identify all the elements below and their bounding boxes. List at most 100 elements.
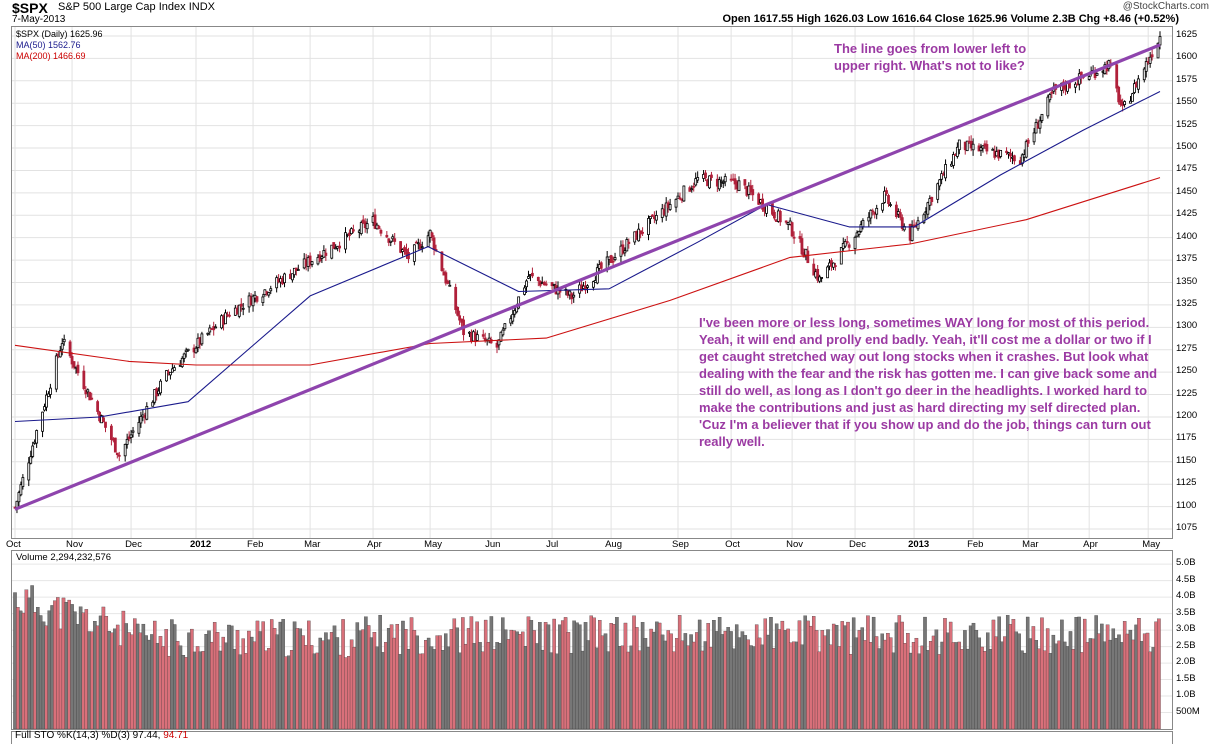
price-candle bbox=[475, 330, 479, 342]
price-candle bbox=[800, 233, 804, 256]
price-candle bbox=[269, 285, 273, 295]
date-tick-label: Feb bbox=[967, 539, 984, 550]
price-candle bbox=[668, 198, 672, 211]
price-tick-label: 1400 bbox=[1176, 230, 1198, 242]
annotation-bottom: I've been more or less long, sometimes W… bbox=[699, 315, 1158, 449]
price-candle bbox=[531, 267, 534, 279]
price-candle bbox=[373, 208, 377, 230]
price-candle bbox=[385, 231, 389, 239]
price-candle bbox=[324, 248, 328, 261]
price-candle bbox=[82, 365, 86, 391]
price-candle bbox=[344, 227, 347, 254]
price-tick-label: 1525 bbox=[1176, 118, 1198, 130]
price-candle bbox=[182, 352, 186, 363]
price-candle bbox=[552, 283, 556, 289]
price-candle bbox=[1026, 138, 1030, 147]
volume-chart-svg bbox=[12, 563, 1172, 729]
price-candle bbox=[194, 346, 198, 354]
price-candle bbox=[832, 262, 835, 271]
price-candle bbox=[637, 223, 641, 242]
price-candle bbox=[54, 353, 58, 393]
price-tick-label: 1250 bbox=[1176, 365, 1198, 377]
price-candle bbox=[826, 265, 829, 279]
price-candle bbox=[798, 230, 802, 243]
price-candle bbox=[710, 171, 713, 181]
price-candle bbox=[898, 208, 902, 221]
price-candle bbox=[228, 311, 231, 318]
price-candle bbox=[1144, 57, 1148, 78]
price-tick-label: 1125 bbox=[1176, 477, 1197, 489]
price-candle bbox=[743, 179, 747, 190]
date-tick-label: Feb bbox=[247, 539, 264, 550]
price-candle bbox=[123, 443, 127, 462]
date-tick-label: Dec bbox=[849, 539, 866, 550]
stochastic-d-value: 94.71 bbox=[163, 730, 189, 741]
brand-logo[interactable]: @StockCharts.com bbox=[1122, 1, 1209, 12]
price-candle bbox=[1131, 92, 1134, 102]
price-candle bbox=[922, 212, 926, 225]
volume-tick-label: 4.0B bbox=[1176, 590, 1196, 602]
price-candle bbox=[847, 242, 851, 251]
date-tick-label: Jul bbox=[546, 539, 559, 550]
price-candle bbox=[991, 147, 995, 151]
price-candle bbox=[261, 293, 265, 306]
price-candle bbox=[377, 224, 381, 230]
price-candle bbox=[332, 242, 336, 249]
price-candle bbox=[206, 332, 210, 336]
date-tick-label: Apr bbox=[367, 539, 382, 550]
index-full-name: S&P 500 Large Cap Index bbox=[58, 1, 186, 13]
ma200-line bbox=[14, 177, 1161, 366]
quote-summary: Open 1617.55 High 1626.03 Low 1616.64 Cl… bbox=[722, 13, 1179, 25]
price-candle bbox=[751, 184, 755, 201]
price-candle bbox=[839, 246, 843, 265]
price-candle bbox=[237, 304, 241, 319]
date-tick-label: Aug bbox=[605, 539, 622, 550]
price-tick-label: 1325 bbox=[1176, 297, 1198, 309]
price-candle bbox=[251, 294, 255, 312]
date-tick-label: 2013 bbox=[908, 539, 930, 550]
price-candle bbox=[70, 352, 74, 369]
price-candle bbox=[1136, 75, 1140, 94]
price-candle bbox=[31, 441, 35, 459]
price-candle bbox=[454, 283, 458, 314]
price-candle bbox=[241, 302, 245, 316]
price-candle bbox=[517, 296, 521, 310]
price-candle bbox=[609, 254, 613, 263]
price-candle bbox=[418, 239, 422, 251]
price-candle bbox=[145, 402, 149, 421]
price-tick-label: 1375 bbox=[1176, 253, 1198, 265]
price-candle bbox=[572, 291, 576, 303]
price-candle bbox=[310, 261, 314, 268]
price-candle bbox=[389, 240, 393, 247]
price-candle bbox=[1123, 100, 1126, 108]
price-candle bbox=[833, 262, 837, 271]
legend-price: $SPX (Daily) 1625.96 bbox=[16, 29, 103, 39]
price-candle bbox=[1046, 94, 1050, 119]
stochastic-text: Full STO %K(14,3) %D(3) 97.44, bbox=[15, 730, 161, 741]
price-candle bbox=[784, 220, 788, 225]
price-candle bbox=[391, 234, 395, 242]
price-candle bbox=[816, 264, 820, 284]
price-candle bbox=[43, 403, 46, 412]
price-tick-label: 1475 bbox=[1176, 163, 1198, 175]
price-candle bbox=[137, 416, 141, 437]
volume-tick-label: 2.5B bbox=[1176, 639, 1196, 651]
price-candle bbox=[723, 173, 727, 187]
price-candle bbox=[887, 193, 890, 207]
price-candle bbox=[678, 192, 682, 201]
date-tick-label: 2012 bbox=[189, 539, 212, 550]
price-candle bbox=[676, 192, 680, 199]
volume-panel: Volume 2,294,232,576 bbox=[11, 550, 1173, 730]
price-candle bbox=[1133, 79, 1136, 95]
price-candle bbox=[627, 238, 631, 249]
price-candle bbox=[200, 331, 204, 346]
price-candle bbox=[820, 277, 824, 283]
price-candle bbox=[955, 142, 959, 159]
price-candle bbox=[570, 292, 574, 305]
price-panel: $SPX (Daily) 1625.96 MA(50) 1562.76 MA(2… bbox=[11, 26, 1173, 539]
price-candle bbox=[440, 251, 444, 272]
price-candle bbox=[62, 334, 66, 346]
price-candle bbox=[527, 270, 530, 280]
price-candle bbox=[1050, 90, 1054, 99]
price-candle bbox=[45, 390, 48, 412]
